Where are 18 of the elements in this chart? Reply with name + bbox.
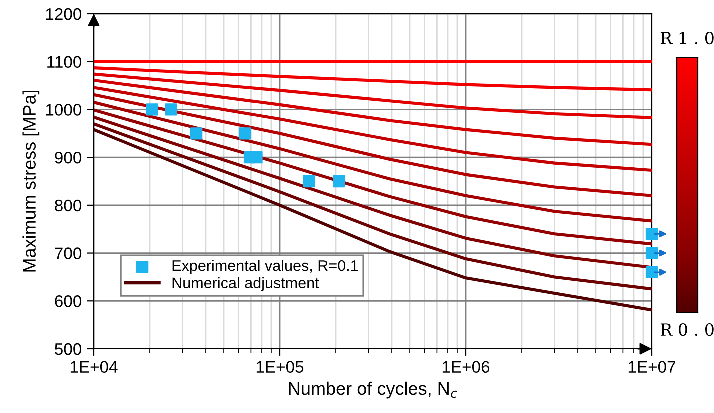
y-tick-label: 1000 bbox=[46, 104, 82, 116]
y-tick-label: 500 bbox=[55, 343, 82, 356]
x-tick-label: 1E+05 bbox=[256, 361, 304, 374]
legend-label: Experimental values, R=0.1 bbox=[172, 260, 358, 274]
text: R 1 . 0 bbox=[660, 32, 714, 45]
y-tick-label: 1100 bbox=[48, 56, 82, 68]
y-tick-label: 900 bbox=[55, 152, 82, 164]
x-tick-label: 1E+07 bbox=[628, 361, 676, 374]
y-tick-label: 700 bbox=[55, 248, 82, 260]
x-tick-label: 1E+06 bbox=[442, 361, 490, 374]
x-tick-label: 1E+04 bbox=[70, 361, 118, 374]
y-tick-label: 600 bbox=[55, 296, 82, 308]
y-axis-title: Maximum stress [MPa] bbox=[22, 90, 40, 272]
y-tick-label: 800 bbox=[55, 200, 82, 212]
legend-label: Numerical adjustment bbox=[172, 277, 320, 292]
text: R 0 . 0 bbox=[660, 323, 714, 336]
y-tick-label: 1200 bbox=[46, 8, 82, 20]
x-axis-title: Number of cycles, N$_{c}$ bbox=[289, 382, 458, 399]
